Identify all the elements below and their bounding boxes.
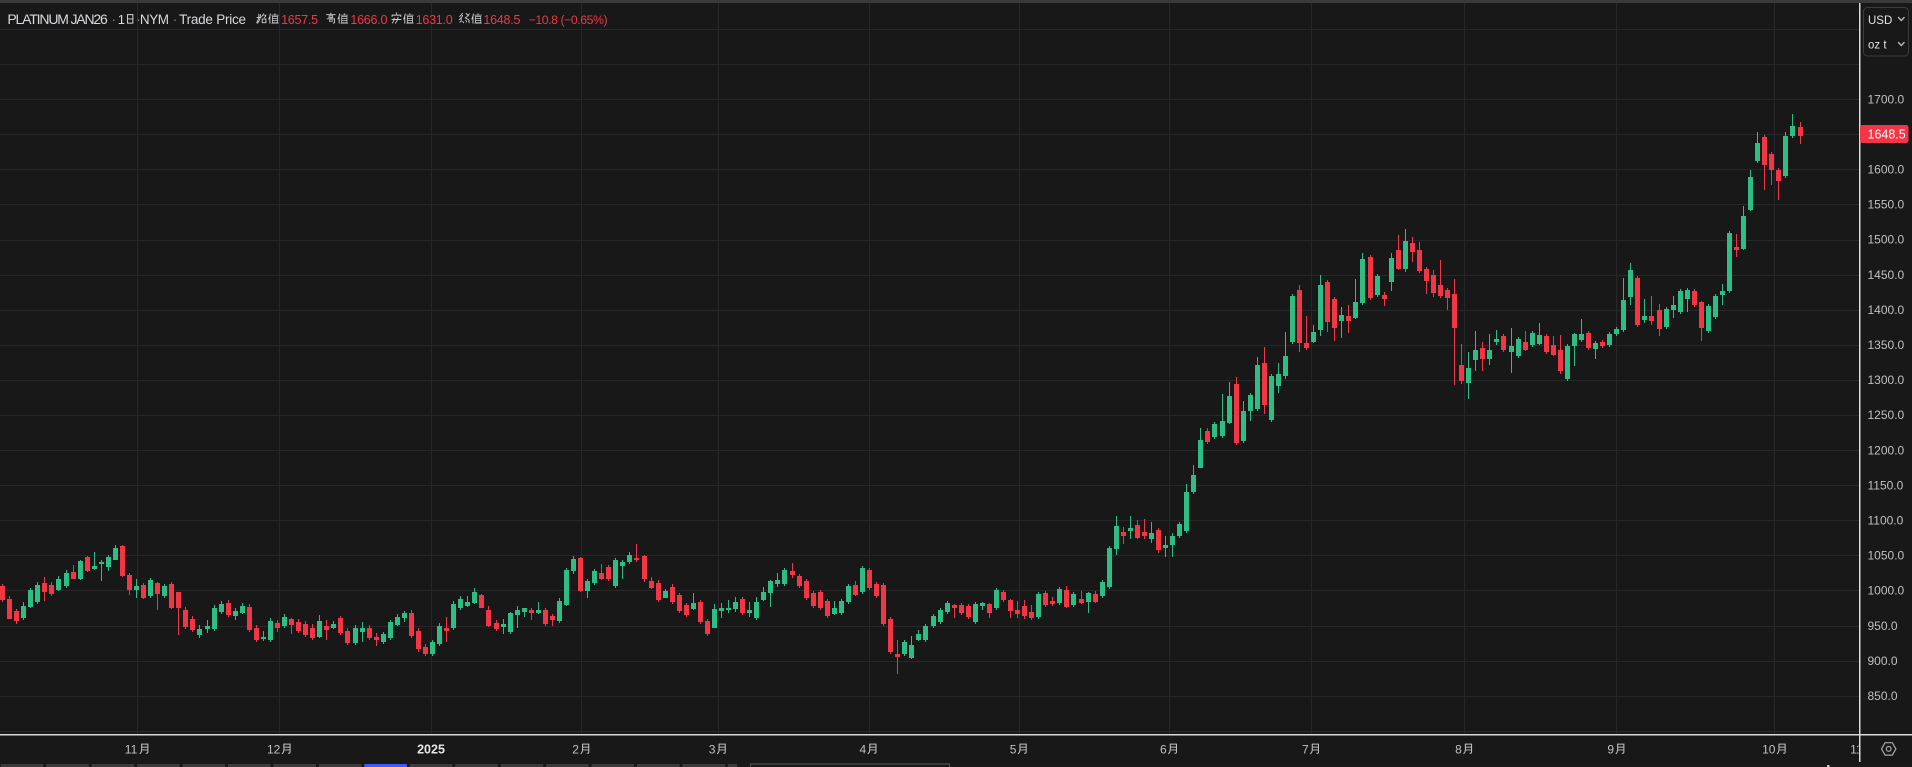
svg-text:Trade Price: Trade Price [179, 12, 246, 27]
svg-text:1: 1 [118, 12, 125, 27]
svg-text:1666.0: 1666.0 [350, 13, 387, 27]
svg-text:NYM: NYM [140, 12, 169, 27]
svg-text:1250.0: 1250.0 [1868, 408, 1905, 422]
svg-text:1648.5: 1648.5 [483, 13, 520, 27]
svg-text:1400.0: 1400.0 [1868, 303, 1905, 317]
svg-text:USD: USD [1868, 15, 1892, 27]
svg-text:6: 6 [1160, 742, 1167, 756]
svg-text:11: 11 [125, 742, 138, 756]
svg-text:PLATINUM JAN26: PLATINUM JAN26 [7, 11, 108, 27]
svg-text:1550.0: 1550.0 [1868, 198, 1905, 212]
svg-text:1648.5: 1648.5 [1868, 127, 1906, 141]
svg-text:·: · [173, 12, 178, 27]
svg-text:1600.0: 1600.0 [1868, 163, 1905, 177]
svg-text:12: 12 [267, 742, 281, 756]
svg-text:1300.0: 1300.0 [1868, 373, 1905, 387]
svg-text:1150.0: 1150.0 [1868, 478, 1904, 492]
svg-text:2025: 2025 [417, 743, 445, 757]
svg-text:850.0: 850.0 [1868, 689, 1898, 703]
svg-text:1000.0: 1000.0 [1868, 584, 1905, 598]
svg-text:1200.0: 1200.0 [1868, 443, 1905, 457]
svg-text:1657.5: 1657.5 [281, 13, 318, 27]
svg-text:1050.0: 1050.0 [1868, 549, 1905, 563]
svg-text:1450.0: 1450.0 [1868, 268, 1905, 282]
svg-text:900.0: 900.0 [1868, 654, 1898, 668]
svg-text:·: · [112, 12, 117, 27]
svg-text:8: 8 [1455, 742, 1462, 756]
svg-text:1631.0: 1631.0 [416, 13, 453, 27]
svg-text:−10.8 (−0.65%): −10.8 (−0.65%) [529, 13, 608, 27]
svg-text:oz t: oz t [1868, 40, 1887, 52]
svg-text:3: 3 [709, 742, 716, 756]
svg-text:5: 5 [1010, 742, 1017, 756]
svg-text:1700.0: 1700.0 [1868, 92, 1905, 106]
svg-text:2: 2 [572, 742, 579, 756]
svg-text:1350.0: 1350.0 [1868, 338, 1905, 352]
svg-text:11: 11 [1850, 742, 1863, 756]
svg-text:·: · [136, 12, 141, 27]
svg-text:1100.0: 1100.0 [1868, 514, 1904, 528]
svg-text:950.0: 950.0 [1868, 619, 1898, 633]
svg-text:7: 7 [1302, 742, 1309, 756]
svg-text:1500.0: 1500.0 [1868, 233, 1905, 247]
svg-text:9: 9 [1607, 742, 1614, 756]
svg-text:4: 4 [860, 742, 867, 756]
svg-text:10: 10 [1762, 742, 1776, 756]
